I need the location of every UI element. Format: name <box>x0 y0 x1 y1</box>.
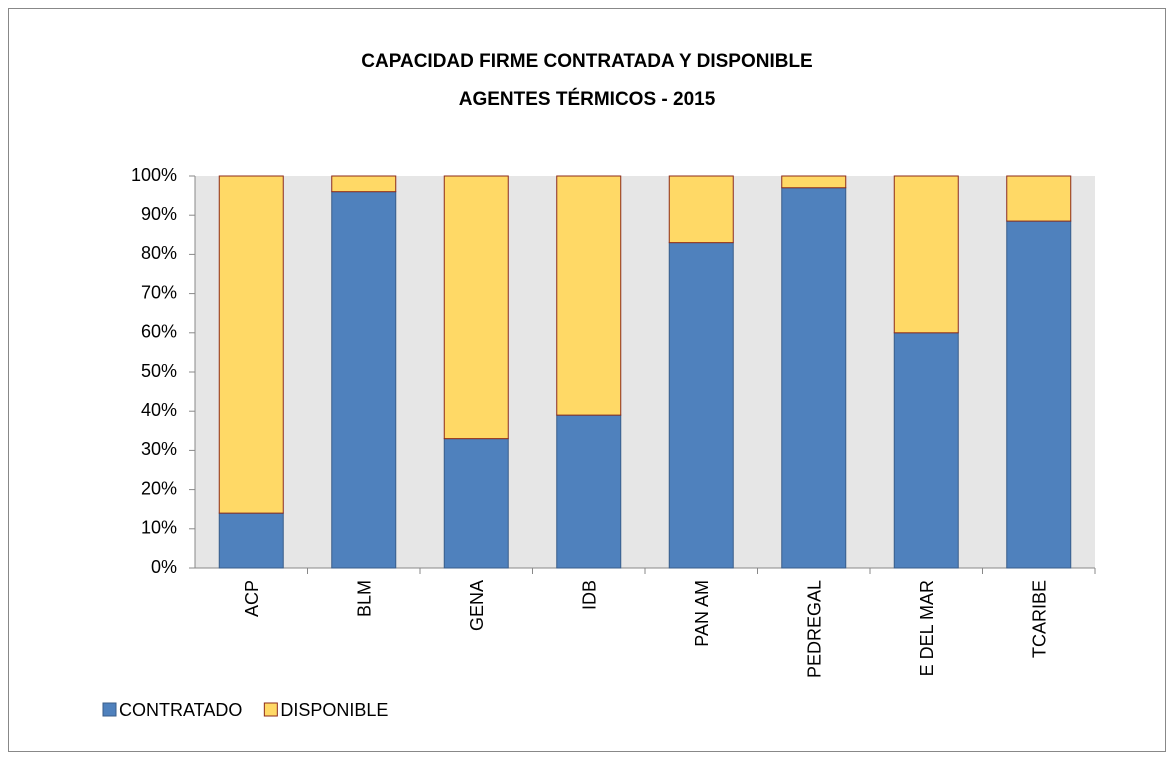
bar-segment <box>331 191 397 569</box>
y-tick-label: 10% <box>141 518 177 538</box>
bar-segment <box>781 187 847 569</box>
x-tick-label: IDB <box>580 580 600 610</box>
legend-swatch <box>102 702 117 717</box>
bar-segment <box>443 175 509 440</box>
y-tick-label: 50% <box>141 361 177 381</box>
y-tick-label: 60% <box>141 322 177 342</box>
bar-segment <box>443 438 509 569</box>
y-tick-label: 30% <box>141 439 177 459</box>
legend-label: CONTRATADO <box>119 700 242 720</box>
bar-segment <box>331 175 397 193</box>
bar-segment <box>1006 220 1072 569</box>
bar-segment <box>218 512 284 569</box>
y-tick-label: 20% <box>141 478 177 498</box>
bar-segment <box>893 175 959 334</box>
x-tick-label: TCARIBE <box>1030 580 1050 658</box>
bar-segment <box>668 242 734 569</box>
x-tick-label: BLM <box>355 580 375 617</box>
chart-subtitle: AGENTES TÉRMICOS - 2015 <box>459 88 716 110</box>
y-tick-label: 0% <box>151 557 177 577</box>
y-tick-label: 90% <box>141 204 177 224</box>
y-tick-label: 80% <box>141 243 177 263</box>
x-tick-label: E DEL MAR <box>917 580 937 676</box>
bar-segment <box>556 175 622 416</box>
plot-area <box>195 176 1095 568</box>
x-tick-label: PAN AM <box>692 580 712 647</box>
legend-label: DISPONIBLE <box>280 700 388 720</box>
bar-segment <box>1006 175 1072 222</box>
bar-segment <box>781 175 847 189</box>
bar-segment <box>556 414 622 569</box>
x-tick-label: GENA <box>467 580 487 631</box>
y-tick-label: 70% <box>141 282 177 302</box>
x-tick-label: ACP <box>242 580 262 617</box>
bar-segment <box>893 332 959 569</box>
x-tick-label: PEDREGAL <box>805 580 825 678</box>
chart-title: CAPACIDAD FIRME CONTRATADA Y DISPONIBLE <box>361 51 812 72</box>
bar-segment <box>218 175 284 514</box>
bar-segment <box>668 175 734 244</box>
legend-swatch <box>263 702 278 717</box>
y-tick-label: 40% <box>141 400 177 420</box>
y-tick-label: 100% <box>131 165 177 185</box>
